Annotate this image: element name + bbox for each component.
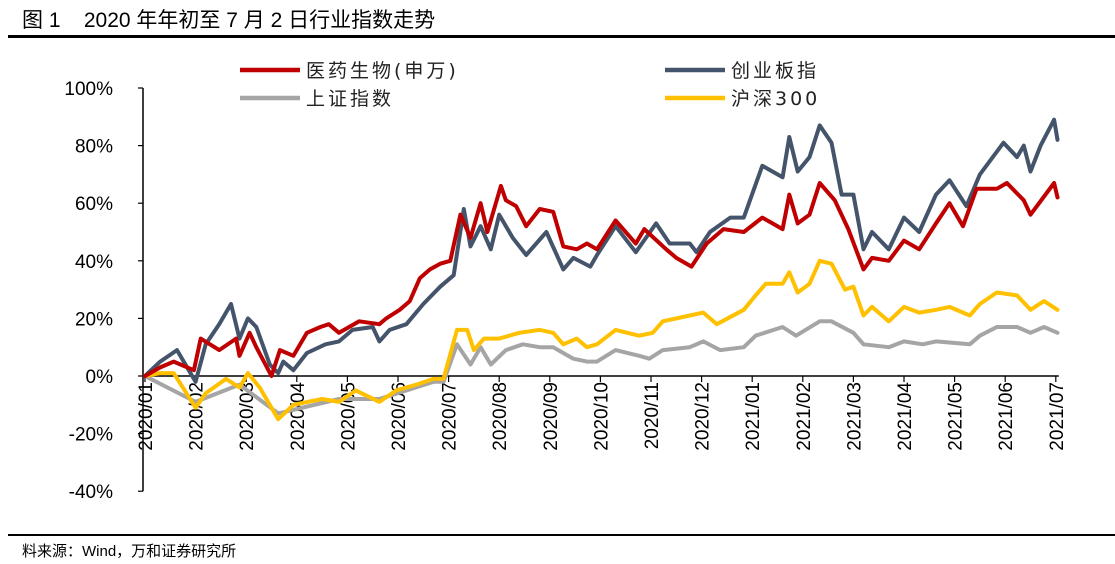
y-tick-label: -20%	[69, 425, 113, 446]
x-tick-label: 2021/02	[794, 382, 815, 451]
legend-label-2: 上证指数	[306, 88, 394, 110]
x-tick-label: 2021/05	[946, 382, 967, 451]
x-tick-label: 2020/10	[591, 382, 612, 451]
y-tick-label: 40%	[75, 252, 113, 273]
x-tick-label: 2020/11	[642, 382, 663, 449]
y-tick-label: 20%	[75, 309, 113, 330]
x-tick-label: 2020/04	[288, 382, 309, 451]
legend-label-3: 沪深300	[731, 88, 820, 110]
y-tick-label: 100%	[64, 79, 113, 100]
figure-title: 图 1 2020 年年初至 7 月 2 日行业指数走势	[22, 9, 436, 32]
top-divider	[8, 35, 1115, 38]
x-tick-label: 2020/08	[490, 382, 511, 451]
source-note: 料来源：Wind，万和证券研究所	[22, 543, 237, 560]
x-tick-label: 2021/01	[743, 382, 764, 451]
y-tick-label: 0%	[86, 367, 114, 388]
legend-label-1: 创业板指	[731, 60, 819, 82]
y-tick-label: 80%	[75, 137, 113, 158]
y-tick-label: -40%	[69, 482, 113, 503]
bottom-divider	[8, 534, 1115, 536]
x-tick-label: 2021/06	[996, 382, 1017, 451]
legend-label-0: 医药生物(申万)	[306, 60, 459, 82]
x-tick-label: 2021/07	[1047, 382, 1068, 451]
series-line-3	[143, 258, 1060, 422]
series-line-1	[143, 117, 1060, 384]
series-line-0	[143, 181, 1060, 378]
x-tick-label: 2021/03	[844, 382, 865, 451]
x-tick-label: 2020/01	[136, 382, 157, 451]
x-tick-label: 2020/09	[541, 382, 562, 451]
x-tick-label: 2020/03	[237, 382, 258, 451]
x-tick-label: 2020/06	[389, 382, 410, 451]
x-tick-label: 2020/07	[440, 382, 461, 451]
x-tick-label: 2020/12	[693, 382, 714, 451]
x-tick-label: 2021/04	[895, 382, 916, 451]
y-tick-label: 60%	[75, 194, 113, 215]
